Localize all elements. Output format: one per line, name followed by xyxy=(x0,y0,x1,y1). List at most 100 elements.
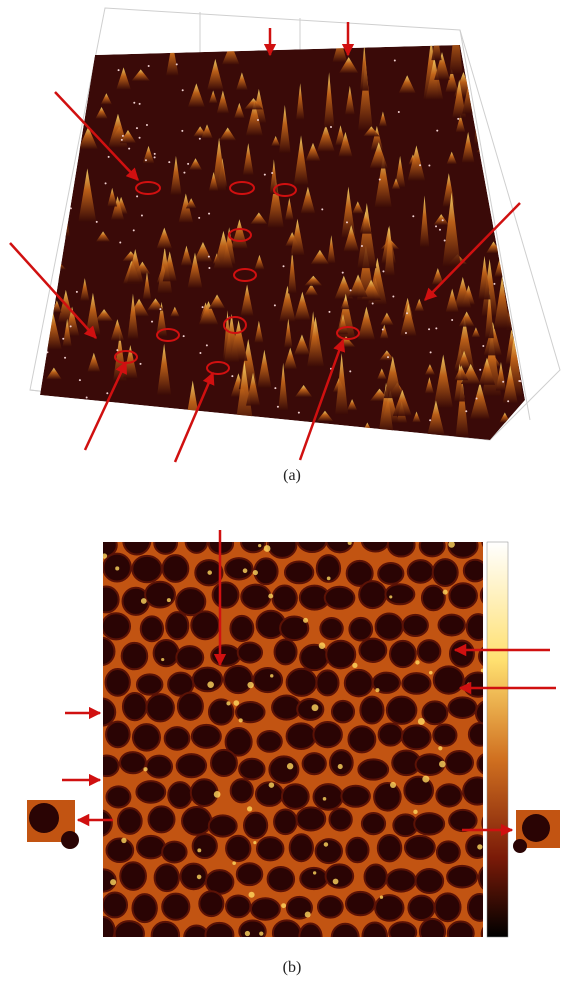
bright-spot xyxy=(390,782,396,788)
speck xyxy=(182,89,184,91)
cell xyxy=(303,753,326,774)
speck xyxy=(148,65,150,67)
speck xyxy=(105,182,107,184)
cell xyxy=(297,807,326,830)
cell xyxy=(92,917,115,945)
speck xyxy=(79,411,81,413)
bright-spot xyxy=(467,682,470,685)
cell xyxy=(191,779,218,806)
spike xyxy=(60,133,70,162)
cell xyxy=(253,668,282,692)
speck xyxy=(170,430,172,432)
bright-spot xyxy=(264,545,271,552)
cell xyxy=(155,864,179,891)
speck xyxy=(436,130,438,132)
cell xyxy=(273,920,301,945)
bright-spot xyxy=(305,912,311,918)
cell xyxy=(154,640,179,666)
speck xyxy=(518,380,520,382)
cell xyxy=(299,924,321,951)
speck xyxy=(529,437,531,439)
bright-spot xyxy=(438,746,442,750)
spike xyxy=(42,104,57,146)
cell xyxy=(122,643,148,669)
cell xyxy=(362,922,387,950)
cell xyxy=(379,724,403,746)
bright-spot xyxy=(249,892,255,898)
cell xyxy=(268,867,294,891)
speck xyxy=(199,352,201,354)
speck xyxy=(430,351,432,353)
spike xyxy=(65,82,75,147)
cell xyxy=(193,668,222,692)
speck xyxy=(145,159,147,161)
cell xyxy=(326,527,353,552)
cell xyxy=(349,618,372,641)
cell xyxy=(388,533,415,557)
cell xyxy=(95,756,119,777)
cell xyxy=(362,813,385,834)
map-b xyxy=(87,527,525,952)
cell xyxy=(120,752,146,773)
cell xyxy=(420,919,445,944)
bright-spot xyxy=(243,568,248,573)
cell xyxy=(230,616,253,641)
speck xyxy=(154,153,156,155)
cell xyxy=(211,750,237,776)
speck xyxy=(442,219,444,221)
spike xyxy=(509,252,520,275)
speck xyxy=(439,229,441,231)
cell xyxy=(374,783,401,811)
speck xyxy=(55,101,57,103)
cell xyxy=(436,784,461,806)
cell xyxy=(206,870,234,894)
cell xyxy=(408,896,434,920)
bright-spot xyxy=(380,896,383,899)
speck xyxy=(277,406,279,408)
cell xyxy=(402,673,430,694)
speck xyxy=(465,410,467,412)
cell xyxy=(378,563,403,584)
speck xyxy=(154,156,156,158)
speck xyxy=(48,138,50,140)
cell xyxy=(358,759,388,779)
speck xyxy=(151,321,153,323)
bright-spot xyxy=(429,671,433,675)
cell xyxy=(209,815,237,836)
speck xyxy=(64,357,66,359)
bright-spot xyxy=(477,844,482,849)
cell xyxy=(320,618,342,639)
speck xyxy=(379,178,381,180)
bright-spot xyxy=(270,674,273,677)
cell xyxy=(237,863,262,885)
cell xyxy=(285,561,313,583)
cell xyxy=(341,786,369,807)
cell xyxy=(165,727,190,750)
cell xyxy=(136,781,165,803)
cell xyxy=(290,834,313,861)
bright-spot xyxy=(375,688,379,692)
cell xyxy=(387,697,417,724)
bright-spot xyxy=(312,704,319,711)
cell xyxy=(375,895,403,921)
cell xyxy=(450,641,474,667)
cell xyxy=(414,813,444,834)
bright-spot xyxy=(287,763,293,769)
speck xyxy=(46,351,48,353)
spike xyxy=(54,101,63,112)
spike xyxy=(501,75,519,140)
cell xyxy=(92,534,116,557)
speck xyxy=(435,327,437,329)
cell xyxy=(330,750,353,775)
cell xyxy=(225,558,252,579)
spike xyxy=(511,86,521,119)
speck xyxy=(510,424,512,426)
speck xyxy=(274,387,276,389)
speck xyxy=(342,272,344,274)
cell xyxy=(287,723,316,749)
speck xyxy=(387,356,389,358)
bright-spot xyxy=(319,642,326,649)
cell xyxy=(241,532,265,552)
bright-spot xyxy=(481,669,485,673)
cell xyxy=(181,864,207,890)
